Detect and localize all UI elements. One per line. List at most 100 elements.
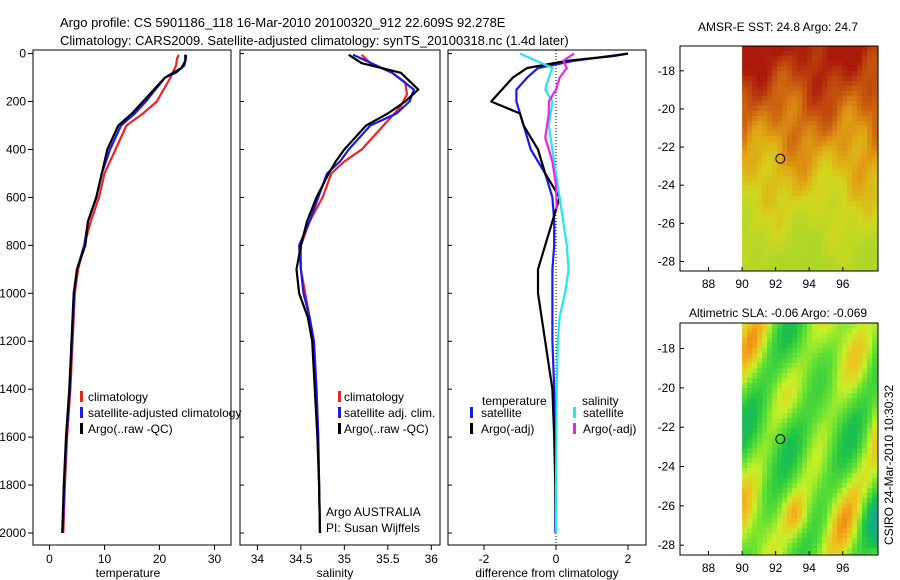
sla-cell [852, 403, 858, 409]
sla-cell [847, 528, 853, 534]
sla-cell [757, 528, 763, 534]
sla-cell [857, 458, 863, 464]
sla-cell [832, 463, 838, 469]
sla-cell [742, 398, 748, 404]
sst-cell [827, 126, 833, 132]
sla-cell [812, 328, 818, 334]
sst-cell [817, 126, 823, 132]
sla-cell [832, 363, 838, 369]
sst-cell [832, 121, 838, 127]
sla-cell [862, 378, 868, 384]
sst-cell [827, 226, 833, 232]
sst-cell [787, 246, 793, 252]
sla-cell [832, 413, 838, 419]
sst-cell [767, 231, 773, 237]
sst-cell [797, 131, 803, 137]
sst-cell [837, 146, 843, 152]
sst-cell [787, 136, 793, 142]
sla-cell [872, 448, 878, 454]
sst-cell [847, 146, 853, 152]
sla-cell [782, 328, 788, 334]
sst-cell [812, 246, 818, 252]
sla-cell [782, 338, 788, 344]
sla-cell [807, 398, 813, 404]
sla-cell [812, 358, 818, 364]
sla-cell [812, 528, 818, 534]
sst-cell [752, 176, 758, 182]
sla-cell [837, 323, 843, 329]
sst-cell [832, 226, 838, 232]
sst-cell [842, 241, 848, 247]
sst-cell [827, 121, 833, 127]
sst-cell [772, 221, 778, 227]
sla-cell [772, 488, 778, 494]
sla-cell [787, 503, 793, 509]
sla-cell [797, 498, 803, 504]
sla-cell [762, 443, 768, 449]
sst-cell [767, 206, 773, 212]
sla-cell [757, 323, 763, 329]
sst-cell [752, 56, 758, 62]
sst-cell [742, 201, 748, 207]
sst-cell [772, 101, 778, 107]
sla-cell [827, 378, 833, 384]
sla-cell [757, 378, 763, 384]
sst-cell [802, 86, 808, 92]
sst-cell [832, 266, 838, 272]
sst-cell [747, 161, 753, 167]
sla-cell [832, 548, 838, 554]
sst-cell [767, 251, 773, 257]
sst-cell [777, 226, 783, 232]
sla-cell [802, 498, 808, 504]
sla-cell [742, 413, 748, 419]
sst-cell [782, 256, 788, 262]
sst-cell [802, 256, 808, 262]
sla-cell [772, 523, 778, 529]
sst-cell [767, 211, 773, 217]
sst-cell [787, 51, 793, 57]
sst-cell [857, 46, 863, 52]
sst-cell [827, 151, 833, 157]
sst-cell [852, 116, 858, 122]
sla-cell [797, 423, 803, 429]
sla-cell [847, 353, 853, 359]
sst-cell [862, 166, 868, 172]
sla-cell [762, 408, 768, 414]
sla-cell [852, 523, 858, 529]
sla-cell [767, 538, 773, 544]
sla-cell [852, 543, 858, 549]
sla-cell [792, 413, 798, 419]
sst-cell [762, 71, 768, 77]
sst-cell [747, 56, 753, 62]
sla-cell [807, 348, 813, 354]
sla-cell [822, 543, 828, 549]
sst-cell [872, 156, 878, 162]
sst-cell [867, 246, 873, 252]
sla-cell [742, 523, 748, 529]
sla-cell [817, 488, 823, 494]
sla-cell [847, 508, 853, 514]
sst-cell [762, 101, 768, 107]
sst-cell [767, 186, 773, 192]
sla-cell [852, 343, 858, 349]
sst-cell [847, 176, 853, 182]
sst-cell [802, 126, 808, 132]
sla-cell [777, 448, 783, 454]
sst-cell [817, 196, 823, 202]
sla-cell [757, 493, 763, 499]
sla-cell [792, 428, 798, 434]
sst-cell [837, 156, 843, 162]
sla-cell [872, 348, 878, 354]
sla-cell [817, 478, 823, 484]
sla-cell [837, 518, 843, 524]
sla-cell [857, 338, 863, 344]
sst-cell [837, 176, 843, 182]
sst-cell [782, 151, 788, 157]
sst-cell [752, 201, 758, 207]
sla-cell [767, 448, 773, 454]
sst-cell [857, 211, 863, 217]
sla-cell [777, 473, 783, 479]
sla-cell [852, 428, 858, 434]
sst-cell [852, 86, 858, 92]
